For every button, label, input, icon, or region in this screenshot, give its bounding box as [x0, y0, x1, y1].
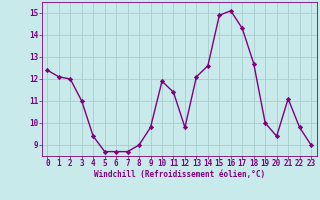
X-axis label: Windchill (Refroidissement éolien,°C): Windchill (Refroidissement éolien,°C) [94, 170, 265, 179]
